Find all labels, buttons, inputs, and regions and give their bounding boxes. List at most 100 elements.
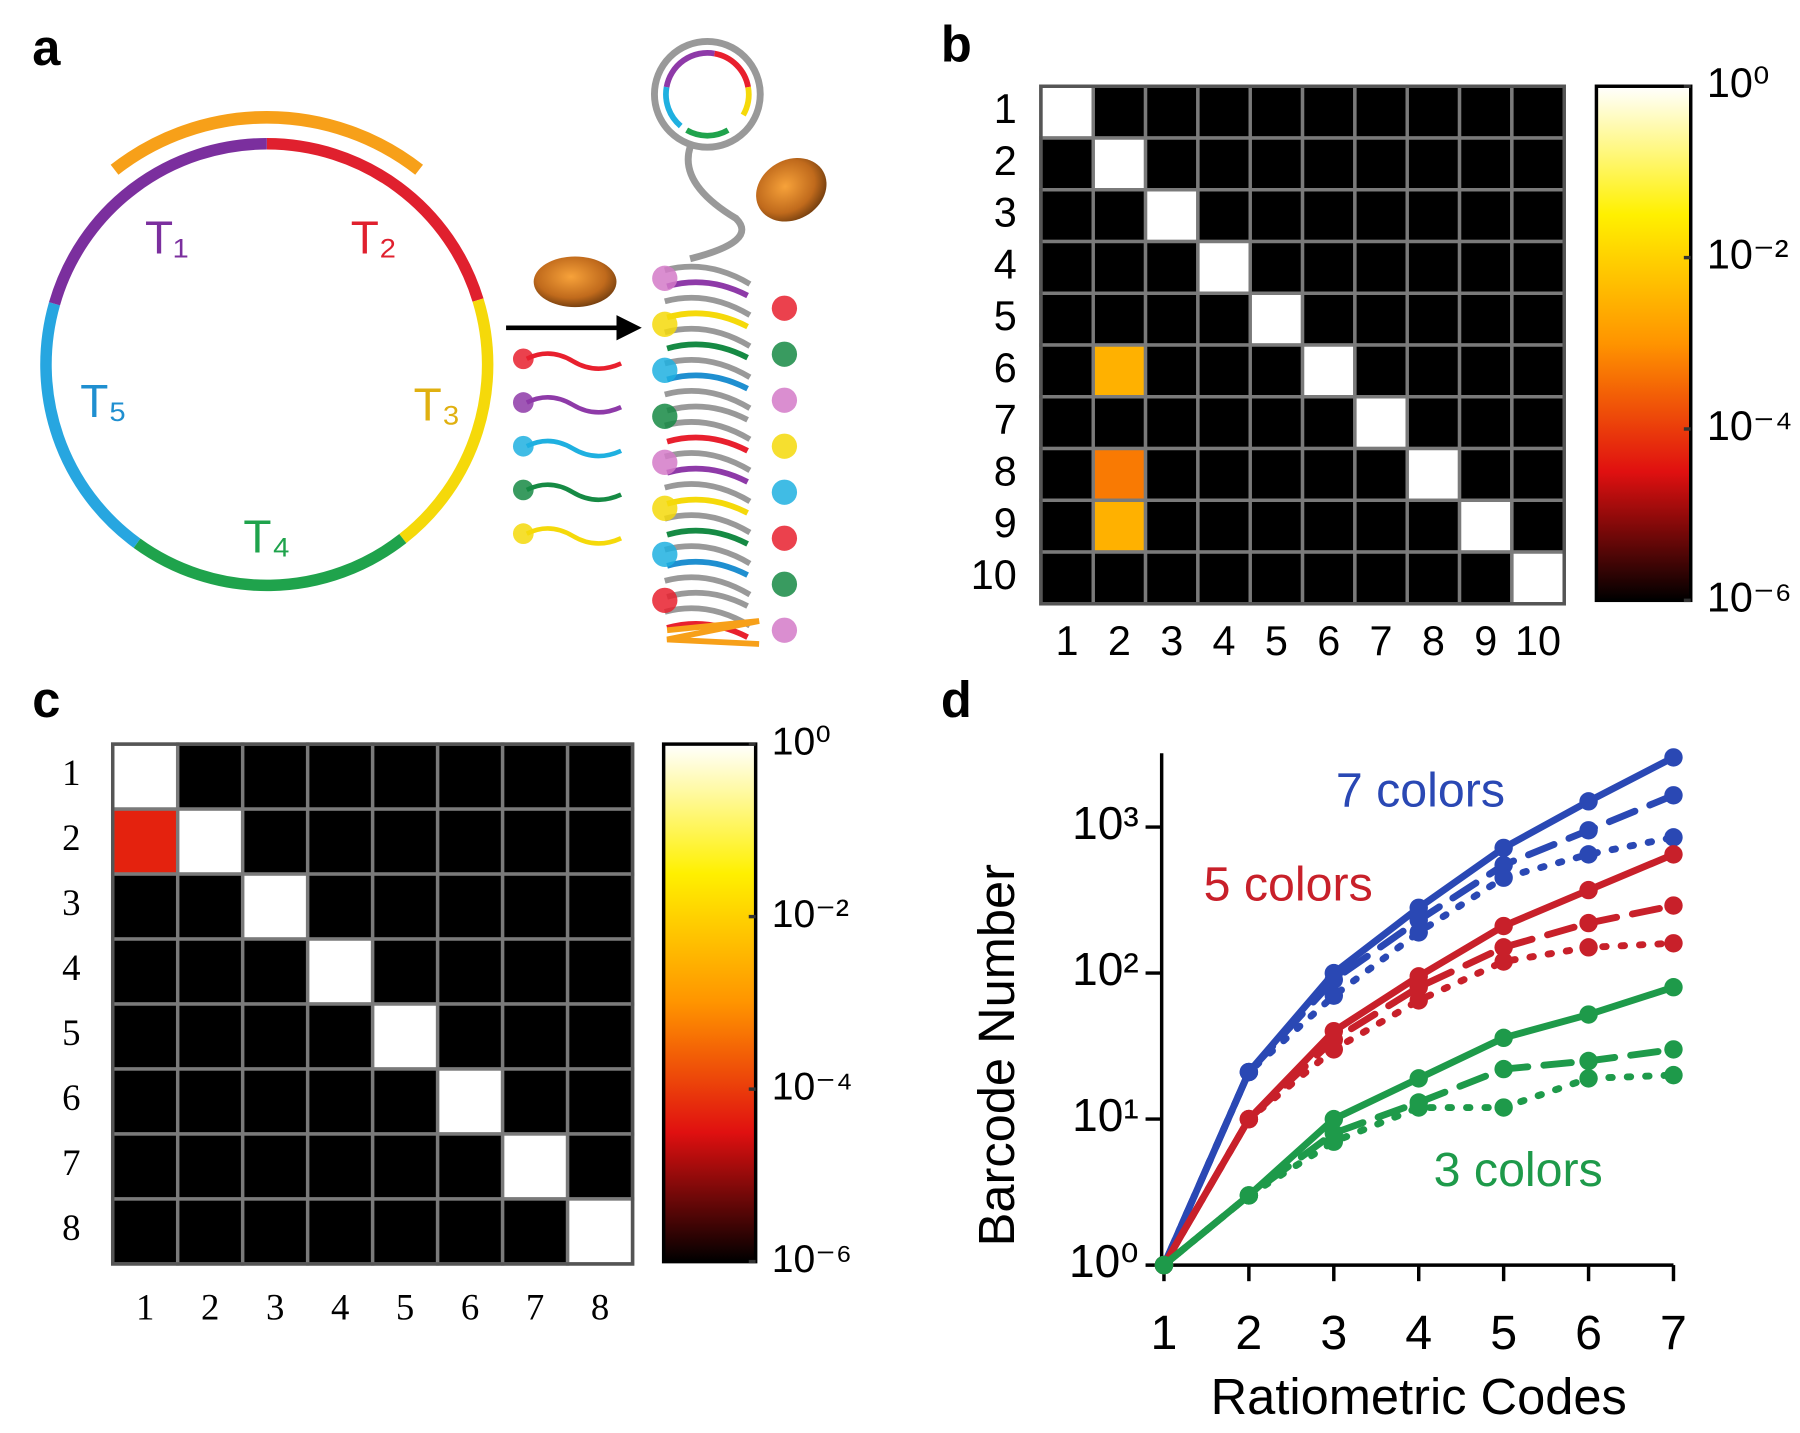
heatmap-cell bbox=[1300, 291, 1357, 347]
heatmap-cell bbox=[370, 807, 440, 876]
heatmap-cell bbox=[1510, 343, 1566, 399]
heatmap-cell bbox=[370, 937, 440, 1006]
heatmap-cell bbox=[1143, 343, 1200, 399]
series-marker bbox=[1579, 792, 1598, 811]
helix-backbone bbox=[664, 388, 752, 411]
series-marker bbox=[1494, 938, 1513, 957]
heatmap-cell bbox=[175, 807, 245, 876]
helix-backbone bbox=[664, 481, 752, 504]
heatmap-cell bbox=[110, 742, 180, 811]
colorbar-tick-label: 10⁰ bbox=[1707, 60, 1770, 106]
x-tick-label: 2 bbox=[1108, 618, 1131, 664]
heatmap-cell bbox=[1143, 84, 1200, 140]
loop bbox=[650, 37, 764, 151]
heatmap-cell bbox=[565, 1002, 635, 1071]
y-tick-label: 8 bbox=[994, 448, 1017, 494]
helix-probe bbox=[666, 403, 749, 423]
heatmap-cell bbox=[240, 1067, 310, 1136]
heatmap-cell bbox=[1196, 188, 1252, 244]
colorbar-tick-label: 10⁻² bbox=[772, 893, 849, 936]
heatmap-cell bbox=[110, 1067, 180, 1136]
loop-segment bbox=[663, 50, 716, 88]
series-marker bbox=[1324, 986, 1344, 1005]
series-label: 3 colors bbox=[1434, 1143, 1603, 1197]
heatmap-cell bbox=[1300, 343, 1357, 399]
heatmap-cell bbox=[370, 1197, 440, 1266]
heatmap-cell bbox=[500, 1197, 570, 1266]
heatmap-cell bbox=[1457, 446, 1514, 503]
x-tick-label: 3 bbox=[1320, 1306, 1347, 1360]
y-tick-label: 1 bbox=[62, 752, 80, 793]
heatmap-cell bbox=[565, 1197, 635, 1266]
heatmap-cell bbox=[1039, 239, 1095, 295]
colorbar bbox=[661, 742, 758, 1264]
series-marker bbox=[1494, 1028, 1513, 1048]
series-marker bbox=[1664, 1065, 1683, 1085]
heatmap-cell bbox=[1039, 188, 1095, 244]
segment-t2 bbox=[266, 138, 484, 302]
heatmap-cell bbox=[565, 1132, 635, 1201]
heatmap-cell bbox=[1510, 84, 1566, 140]
heatmap-cell bbox=[1510, 395, 1566, 451]
heatmap-cell bbox=[305, 1197, 375, 1266]
heatmap-cell bbox=[370, 1002, 440, 1071]
x-tick-label: 5 bbox=[1490, 1306, 1517, 1360]
heatmap-cell bbox=[1196, 84, 1252, 140]
series-marker bbox=[1579, 1005, 1598, 1024]
series-marker bbox=[1664, 896, 1683, 915]
y-tick-label: 1 bbox=[994, 86, 1017, 132]
fluorophore bbox=[771, 295, 798, 321]
heatmap-cell bbox=[1405, 550, 1462, 606]
x-tick-label: 1 bbox=[1151, 1306, 1178, 1360]
series-marker bbox=[1664, 934, 1683, 953]
colorbar-tick-label: 10⁻⁴ bbox=[1707, 403, 1793, 449]
fluorophore bbox=[771, 525, 798, 551]
heatmap-cell bbox=[1300, 136, 1357, 192]
heatmap-cell bbox=[1091, 446, 1148, 503]
fluorophore bbox=[771, 433, 798, 459]
heatmap-cell bbox=[1091, 136, 1148, 192]
heatmap-cell bbox=[565, 807, 635, 876]
helix-probe bbox=[666, 465, 749, 485]
fluorophore bbox=[771, 571, 798, 597]
panel-label: a bbox=[32, 19, 61, 76]
colorbar-tick-label: 10⁻⁶ bbox=[772, 1238, 852, 1281]
series-marker bbox=[1324, 1132, 1344, 1151]
heatmap-cell bbox=[240, 1132, 310, 1201]
y-tick-label: 10³ bbox=[1072, 797, 1138, 849]
heatmap-cell bbox=[1248, 395, 1305, 451]
y-tick-label: 7 bbox=[994, 397, 1017, 443]
series-marker bbox=[1664, 828, 1683, 847]
heatmap-cell bbox=[500, 1132, 570, 1201]
heatmap-cell bbox=[1457, 84, 1514, 140]
heatmap-cell bbox=[1353, 188, 1409, 244]
heatmap-cell bbox=[1405, 498, 1462, 554]
heatmap-cell bbox=[1510, 550, 1566, 606]
arrow-head bbox=[616, 315, 642, 341]
heatmap-cell bbox=[1091, 498, 1148, 554]
primer-arc bbox=[110, 110, 424, 175]
heatmap-cell bbox=[1091, 395, 1148, 451]
heatmap-cell bbox=[1143, 395, 1200, 451]
heatmap-cell bbox=[1196, 498, 1252, 554]
series-marker bbox=[1494, 838, 1513, 858]
heatmap-cell bbox=[370, 872, 440, 941]
heatmap-cell bbox=[305, 937, 375, 1006]
loop-segment bbox=[663, 86, 683, 129]
loop-segment bbox=[713, 50, 751, 88]
x-tick-label: 1 bbox=[136, 1287, 154, 1328]
series-marker bbox=[1409, 991, 1428, 1010]
heatmap-cell bbox=[110, 1197, 180, 1266]
fluorophore bbox=[652, 357, 678, 383]
heatmap-cell bbox=[305, 742, 375, 811]
colorbar bbox=[1594, 84, 1693, 603]
heatmap-cell bbox=[1196, 291, 1252, 347]
series-marker bbox=[1494, 868, 1513, 887]
fluorophore bbox=[652, 403, 678, 429]
panel-label: c bbox=[32, 671, 60, 728]
heatmap-cell bbox=[1300, 395, 1357, 451]
heatmap-cell bbox=[435, 937, 505, 1006]
segment-t4 bbox=[133, 534, 407, 592]
heatmap-cell bbox=[1457, 239, 1514, 295]
heatmap-cell bbox=[110, 1132, 180, 1201]
